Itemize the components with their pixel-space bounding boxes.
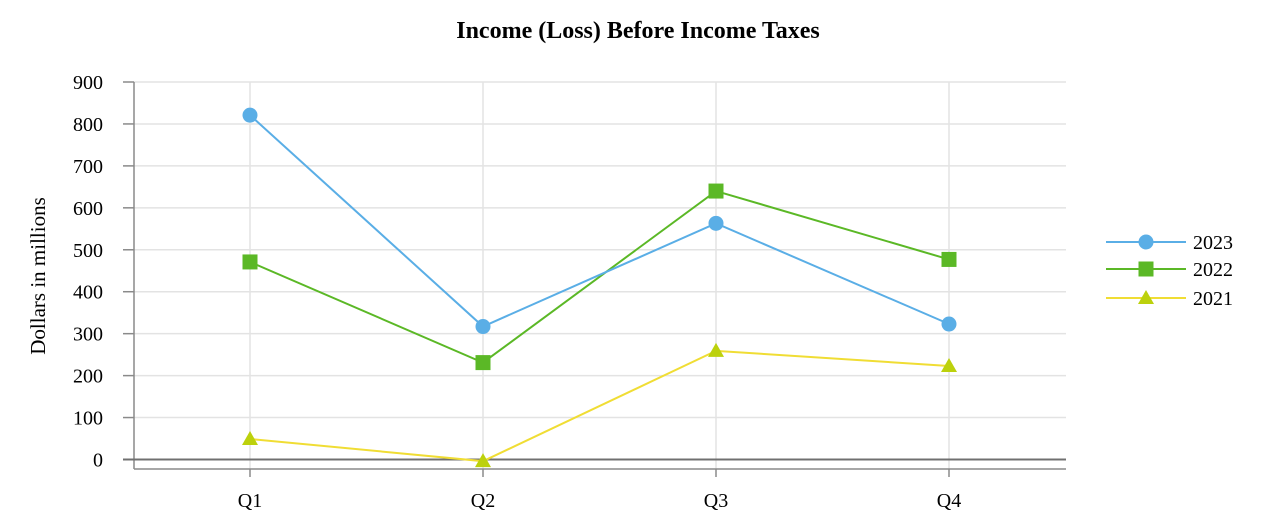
data-point-2021: [708, 342, 724, 357]
data-point-2023: [242, 107, 258, 123]
x-tick-label: Q3: [704, 490, 728, 512]
gridlines: [134, 81, 1066, 469]
legend-label-2022: 2022: [1193, 259, 1233, 281]
legend-label-2023: 2023: [1193, 232, 1233, 254]
data-point-2023: [475, 319, 491, 335]
legend: 2023 2022 2021: [1106, 232, 1233, 310]
legend-marker-2021: [1138, 290, 1154, 304]
y-tick-label: 300: [73, 324, 103, 346]
y-tick-label: 800: [73, 114, 103, 136]
series-line-2022: [249, 189, 950, 364]
data-point-2021: [941, 357, 957, 372]
x-tick-label: Q4: [937, 490, 961, 512]
data-point-2022: [475, 355, 491, 371]
legend-label-2021: 2021: [1193, 288, 1233, 310]
y-tick-label: 200: [73, 366, 103, 388]
data-point-2022: [242, 254, 258, 270]
data-point-2022: [941, 251, 957, 267]
y-tick-label: 400: [73, 282, 103, 304]
y-tick-label: 0: [93, 450, 103, 472]
axes: 0 100 200 300 400 500 600 700 800 900 Q1 Q2 Q3 Q4: [73, 72, 1066, 512]
data-point-2023: [708, 215, 724, 231]
y-tick-label: 900: [73, 72, 103, 94]
data-point-2021: [242, 430, 258, 445]
y-tick-label: 500: [73, 240, 103, 262]
y-tick-label: 700: [73, 156, 103, 178]
x-tick-label: Q1: [238, 490, 262, 512]
y-tick-label: 600: [73, 198, 103, 220]
y-axis-label: Dollars in millions: [26, 197, 50, 355]
x-tick-label: Q2: [471, 490, 495, 512]
legend-marker-2023: [1138, 234, 1154, 250]
legend-marker-2022: [1138, 261, 1154, 277]
series-layer: [242, 107, 957, 468]
series-line-2023: [249, 114, 950, 328]
data-point-2023: [941, 316, 957, 332]
y-tick-label: 100: [73, 408, 103, 430]
data-point-2021: [475, 453, 491, 468]
series-line-2021: [249, 349, 950, 463]
data-point-2022: [708, 183, 724, 199]
chart-title: Income (Loss) Before Income Taxes: [456, 18, 820, 44]
